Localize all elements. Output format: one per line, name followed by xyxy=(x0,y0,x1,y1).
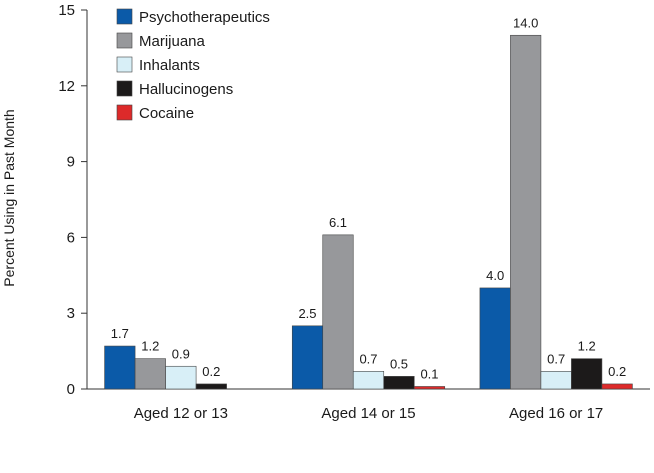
legend-swatch-inhalants xyxy=(116,56,133,73)
value-label: 0.2 xyxy=(202,364,220,379)
value-label: 0.2 xyxy=(608,364,626,379)
legend-label: Inhalants xyxy=(139,57,200,74)
bar-hallucinogens-1 xyxy=(195,383,227,390)
value-label: 1.7 xyxy=(111,326,129,341)
y-tick-label: 12 xyxy=(58,78,75,95)
bars xyxy=(104,34,633,390)
legend-swatch-hallucinogens xyxy=(116,80,133,97)
legend-label: Marijuana xyxy=(139,33,206,50)
bar-hallucinogens-2 xyxy=(383,376,415,390)
legend-label: Cocaine xyxy=(139,105,194,122)
y-tick-label: 3 xyxy=(67,305,75,322)
value-label: 14.0 xyxy=(513,15,538,30)
y-tick-label: 6 xyxy=(67,229,75,246)
bar-inhalants-1 xyxy=(165,365,197,390)
value-label: 2.5 xyxy=(298,306,316,321)
bar-inhalants-2 xyxy=(352,371,385,390)
legend-label: Psychotherapeutics xyxy=(139,9,270,26)
legend-label: Hallucinogens xyxy=(139,81,233,98)
y-axis: 0 3 6 9 12 15 xyxy=(58,2,88,398)
y-tick-label: 0 xyxy=(67,381,75,398)
bar-cocaine-3 xyxy=(601,383,633,390)
bar-inhalants-3 xyxy=(540,371,572,390)
value-label: 0.7 xyxy=(547,351,565,366)
x-category-label: Aged 12 or 13 xyxy=(134,405,228,422)
legend-swatch-marijuana xyxy=(116,32,133,49)
value-label: 0.9 xyxy=(172,346,190,361)
bar-marijuana-2 xyxy=(322,234,354,390)
value-label: 6.1 xyxy=(329,215,347,230)
value-label: 0.1 xyxy=(420,366,438,381)
legend-swatch-psychotherapeutics xyxy=(116,8,133,25)
value-label: 1.2 xyxy=(141,339,159,354)
x-category-label: Aged 14 or 15 xyxy=(321,405,415,422)
bar-psychotherapeutics-2 xyxy=(291,325,324,390)
bar-marijuana-3 xyxy=(510,34,542,390)
legend: Psychotherapeutics Marijuana Inhalants Hall… xyxy=(116,8,270,122)
y-tick-label: 9 xyxy=(67,154,75,171)
bar-psychotherapeutics-3 xyxy=(479,287,511,390)
bar-cocaine-2 xyxy=(413,386,446,390)
value-label: 0.7 xyxy=(359,351,377,366)
bar-marijuana-1 xyxy=(134,358,166,390)
legend-swatch-cocaine xyxy=(116,104,133,121)
bar-psychotherapeutics-1 xyxy=(104,345,136,390)
y-tick-label: 15 xyxy=(58,2,75,19)
value-label: 4.0 xyxy=(486,268,504,283)
x-axis: Aged 12 or 13 Aged 14 or 15 Aged 16 or 17 xyxy=(87,388,650,422)
value-label: 1.2 xyxy=(578,339,596,354)
value-labels: 1.7 1.2 0.9 0.2 2.5 6.1 0.7 0.5 0.1 4.0 14.0 0.7 1.2… xyxy=(111,15,626,381)
y-axis-title: Percent Using in Past Month xyxy=(1,109,17,286)
x-category-label: Aged 16 or 17 xyxy=(509,405,603,422)
value-label: 0.5 xyxy=(390,356,408,371)
bar-hallucinogens-3 xyxy=(571,358,603,390)
